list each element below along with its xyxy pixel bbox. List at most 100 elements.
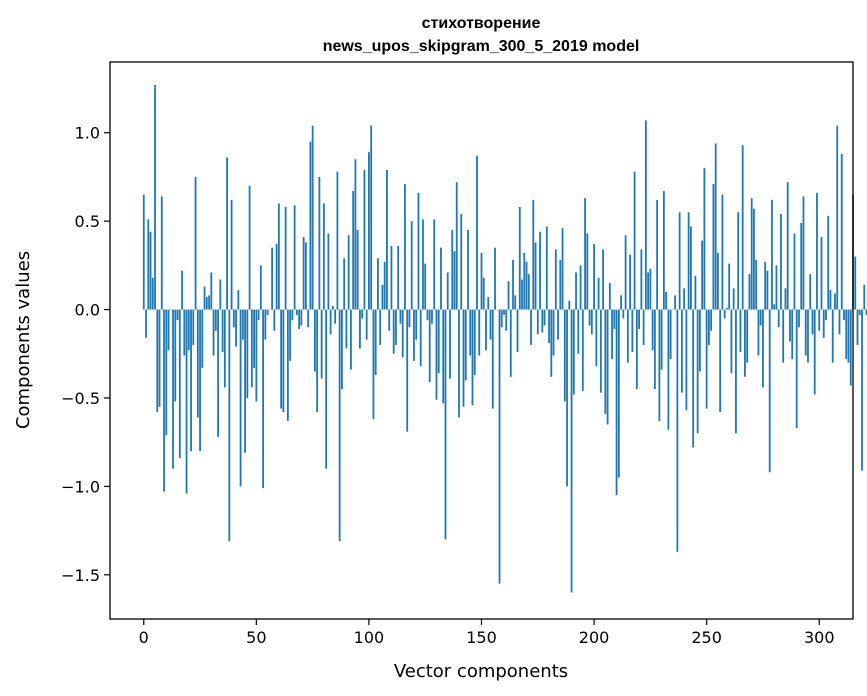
bar (262, 309, 264, 489)
bar (795, 309, 798, 429)
bar (149, 231, 152, 310)
bar (710, 309, 713, 331)
x-tick-label: 250 (691, 628, 722, 647)
bar (581, 309, 584, 391)
bar (518, 207, 521, 310)
bar (640, 249, 643, 310)
bar (239, 309, 242, 487)
bar (802, 196, 805, 310)
bar (343, 258, 346, 310)
bar (491, 309, 494, 409)
bar (347, 235, 350, 310)
bar (431, 309, 433, 324)
bar (755, 260, 758, 310)
bar (185, 309, 188, 494)
bar (309, 141, 312, 310)
bar (694, 275, 697, 310)
bar (845, 309, 848, 360)
y-tick-label: −0.5 (61, 389, 100, 408)
x-tick-label: 50 (246, 628, 266, 647)
bar (277, 203, 280, 310)
bar (451, 229, 454, 310)
bar (712, 184, 715, 310)
bar (147, 219, 150, 310)
bar (230, 199, 233, 310)
bar (726, 307, 728, 310)
bar (298, 309, 301, 330)
bar (575, 272, 577, 310)
bar (467, 229, 469, 310)
bar (192, 309, 195, 345)
bar (737, 212, 740, 310)
bar (577, 309, 580, 354)
bar (791, 309, 794, 360)
bar (489, 309, 492, 340)
bar (602, 249, 604, 310)
bar (593, 244, 595, 310)
bar (359, 309, 361, 349)
bar (617, 309, 620, 478)
bar (858, 309, 861, 315)
bar (739, 309, 742, 352)
bar (586, 233, 589, 310)
bar (307, 309, 310, 328)
bar (599, 309, 602, 393)
bar (509, 309, 512, 377)
bar (665, 291, 668, 310)
bar (773, 304, 776, 310)
bar (843, 309, 845, 321)
bar (237, 290, 240, 310)
bar (426, 309, 429, 321)
bar (449, 309, 451, 379)
bar (183, 309, 186, 356)
bar (145, 309, 147, 338)
bar (561, 228, 564, 310)
bar (201, 309, 204, 368)
bar (644, 120, 647, 310)
bar (485, 309, 487, 351)
bar (624, 235, 627, 310)
bar (203, 286, 206, 310)
bar (500, 309, 503, 328)
bar (228, 309, 231, 542)
bar (849, 309, 852, 386)
bar (566, 309, 568, 487)
bar (341, 309, 343, 390)
bar (588, 309, 591, 326)
bar (631, 309, 634, 352)
bar (428, 309, 431, 383)
bar (181, 270, 183, 310)
bar (327, 233, 330, 310)
bar (775, 265, 778, 310)
bar (514, 295, 517, 310)
bar (545, 226, 548, 310)
bar (820, 237, 823, 310)
bar (473, 309, 476, 375)
bar (674, 295, 677, 310)
bar (753, 208, 755, 310)
bar (302, 237, 305, 310)
bar (408, 309, 411, 328)
bar (662, 191, 665, 310)
bar (717, 252, 719, 310)
bar (199, 309, 201, 452)
bar (865, 309, 867, 315)
bar (487, 297, 490, 310)
bar (721, 194, 724, 310)
bar (293, 205, 296, 310)
x-tick-label: 200 (579, 628, 610, 647)
bar (557, 309, 559, 340)
bar (611, 309, 613, 360)
bar (253, 309, 255, 368)
bar (762, 309, 764, 388)
bar (863, 284, 866, 310)
bar (507, 281, 510, 310)
bar (282, 309, 285, 413)
bar (780, 214, 782, 310)
bar (190, 309, 192, 452)
bar (651, 309, 654, 351)
bar (807, 309, 809, 363)
bar (836, 125, 839, 310)
bar (437, 309, 440, 374)
